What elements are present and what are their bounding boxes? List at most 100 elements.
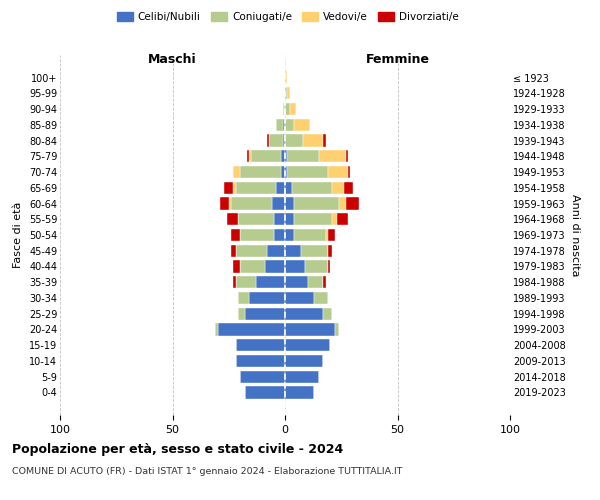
Bar bbox=[283, 134, 285, 146]
Bar bbox=[285, 370, 319, 383]
Bar bbox=[238, 308, 245, 320]
Bar bbox=[294, 213, 332, 226]
Bar bbox=[283, 118, 285, 131]
Bar bbox=[233, 276, 235, 288]
Bar bbox=[292, 182, 332, 194]
Bar bbox=[274, 213, 285, 226]
Bar bbox=[231, 198, 271, 209]
Bar bbox=[256, 276, 285, 288]
Bar bbox=[281, 150, 285, 162]
Bar bbox=[235, 339, 285, 351]
Bar bbox=[285, 308, 323, 320]
Bar bbox=[231, 244, 235, 257]
Bar bbox=[285, 276, 308, 288]
Bar bbox=[339, 198, 346, 209]
Bar bbox=[281, 166, 285, 178]
Bar bbox=[287, 166, 328, 178]
Bar bbox=[245, 386, 285, 398]
Bar bbox=[285, 339, 330, 351]
Bar bbox=[215, 324, 218, 336]
Bar bbox=[285, 182, 292, 194]
Bar bbox=[285, 229, 294, 241]
Bar bbox=[285, 150, 287, 162]
Bar bbox=[346, 198, 359, 209]
Bar bbox=[323, 276, 325, 288]
Bar bbox=[325, 229, 328, 241]
Bar bbox=[319, 150, 346, 162]
Bar bbox=[335, 324, 339, 336]
Bar bbox=[294, 229, 325, 241]
Bar bbox=[343, 182, 353, 194]
Text: COMUNE DI ACUTO (FR) - Dati ISTAT 1° gennaio 2024 - Elaborazione TUTTITALIA.IT: COMUNE DI ACUTO (FR) - Dati ISTAT 1° gen… bbox=[12, 468, 403, 476]
Bar bbox=[271, 198, 285, 209]
Bar bbox=[235, 182, 276, 194]
Bar bbox=[323, 308, 332, 320]
Bar bbox=[227, 213, 238, 226]
Bar bbox=[328, 166, 348, 178]
Bar bbox=[269, 134, 283, 146]
Bar bbox=[285, 386, 314, 398]
Bar bbox=[323, 134, 325, 146]
Bar bbox=[235, 355, 285, 367]
Bar bbox=[283, 103, 285, 115]
Bar bbox=[245, 308, 285, 320]
Bar bbox=[337, 213, 348, 226]
Bar bbox=[285, 244, 301, 257]
Bar bbox=[348, 166, 350, 178]
Bar bbox=[285, 166, 287, 178]
Bar bbox=[287, 150, 319, 162]
Text: Maschi: Maschi bbox=[148, 54, 197, 66]
Bar bbox=[235, 244, 267, 257]
Bar bbox=[285, 103, 290, 115]
Bar bbox=[240, 166, 281, 178]
Bar bbox=[285, 213, 294, 226]
Bar bbox=[240, 370, 285, 383]
Y-axis label: Fasce di età: Fasce di età bbox=[13, 202, 23, 268]
Bar bbox=[231, 229, 240, 241]
Bar bbox=[332, 213, 337, 226]
Bar bbox=[233, 260, 240, 272]
Bar bbox=[233, 182, 235, 194]
Text: Femmine: Femmine bbox=[365, 54, 430, 66]
Bar bbox=[290, 103, 296, 115]
Bar bbox=[274, 229, 285, 241]
Bar bbox=[294, 198, 339, 209]
Bar bbox=[265, 260, 285, 272]
Bar bbox=[251, 150, 281, 162]
Bar bbox=[235, 276, 256, 288]
Bar bbox=[276, 118, 283, 131]
Bar bbox=[267, 244, 285, 257]
Bar bbox=[285, 87, 287, 100]
Bar bbox=[301, 244, 328, 257]
Bar bbox=[314, 292, 328, 304]
Bar bbox=[249, 150, 251, 162]
Bar bbox=[285, 72, 287, 84]
Bar bbox=[238, 213, 274, 226]
Bar bbox=[285, 355, 323, 367]
Bar bbox=[303, 134, 323, 146]
Bar bbox=[240, 229, 274, 241]
Bar bbox=[346, 150, 348, 162]
Bar bbox=[240, 260, 265, 272]
Bar bbox=[218, 324, 285, 336]
Bar bbox=[305, 260, 328, 272]
Bar bbox=[285, 118, 294, 131]
Legend: Celibi/Nubili, Coniugati/e, Vedovi/e, Divorziati/e: Celibi/Nubili, Coniugati/e, Vedovi/e, Di… bbox=[113, 8, 463, 26]
Bar bbox=[285, 198, 294, 209]
Bar bbox=[229, 198, 231, 209]
Bar bbox=[276, 182, 285, 194]
Bar bbox=[224, 182, 233, 194]
Bar bbox=[285, 292, 314, 304]
Bar bbox=[220, 198, 229, 209]
Bar bbox=[285, 134, 303, 146]
Bar bbox=[249, 292, 285, 304]
Bar bbox=[267, 134, 269, 146]
Bar bbox=[238, 292, 249, 304]
Bar bbox=[285, 260, 305, 272]
Bar bbox=[328, 229, 335, 241]
Text: Popolazione per età, sesso e stato civile - 2024: Popolazione per età, sesso e stato civil… bbox=[12, 442, 343, 456]
Bar bbox=[287, 87, 290, 100]
Bar bbox=[247, 150, 249, 162]
Y-axis label: Anni di nascita: Anni di nascita bbox=[569, 194, 580, 276]
Bar bbox=[308, 276, 323, 288]
